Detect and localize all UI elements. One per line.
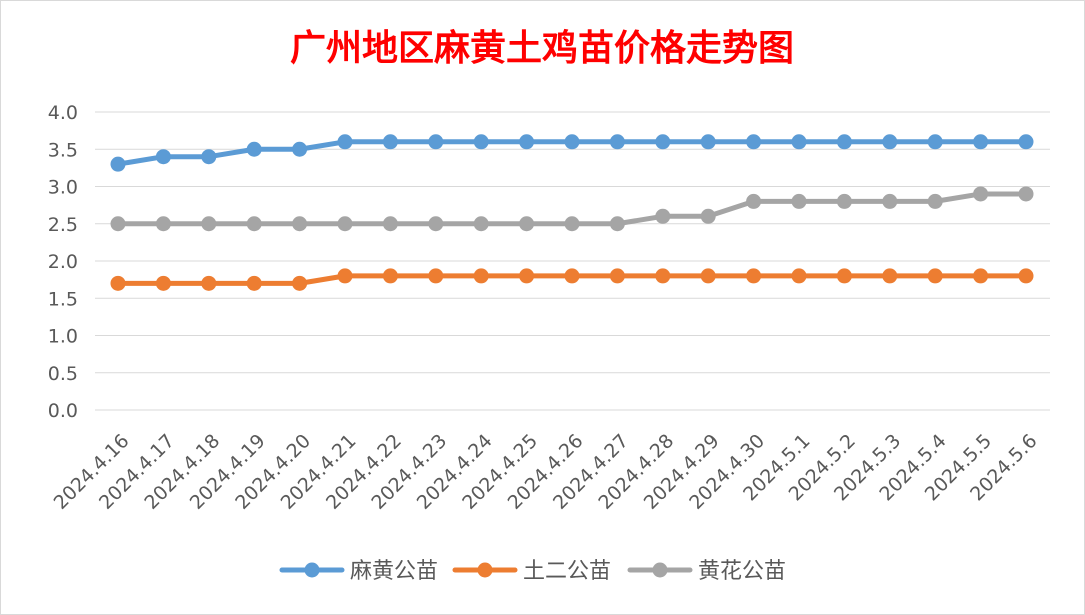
data-point [700,268,716,284]
data-point [564,216,580,232]
legend-marker [304,562,320,578]
data-point [110,275,126,291]
data-point [382,216,398,232]
data-point [882,134,898,150]
data-point [155,216,171,232]
grid-lines [95,111,1050,411]
data-point [564,134,580,150]
data-point [155,275,171,291]
data-point [382,134,398,150]
data-point [337,216,353,232]
data-point [746,134,762,150]
legend-marker [477,562,493,578]
data-point [110,156,126,172]
series-group [110,134,1034,291]
data-point [428,216,444,232]
data-point [519,134,535,150]
data-point [246,275,262,291]
data-point [836,193,852,209]
data-point [519,216,535,232]
data-point [337,134,353,150]
legend-item: 麻黄公苗 [279,559,438,584]
data-point [201,216,217,232]
data-point [609,268,625,284]
data-point [973,186,989,202]
data-point [337,268,353,284]
legend-label: 黄花公苗 [698,559,786,584]
legend-label: 土二公苗 [523,559,611,584]
data-point [292,216,308,232]
legend-marker [652,562,668,578]
y-tick-label: 2.0 [48,251,78,273]
data-point [1018,186,1034,202]
data-point [973,134,989,150]
data-point [428,268,444,284]
data-point [836,134,852,150]
data-point [882,193,898,209]
data-point [428,134,444,150]
data-point [927,268,943,284]
data-point [700,208,716,224]
y-axis-ticks: 0.0 0.5 1.0 1.5 2.0 2.5 3.0 3.5 4.0 [48,102,78,422]
data-point [791,268,807,284]
series-1 [110,134,1034,172]
series-2 [110,268,1034,291]
y-tick-label: 0.0 [48,400,78,422]
data-point [110,216,126,232]
data-point [246,216,262,232]
data-point [473,216,489,232]
data-point [927,134,943,150]
data-point [292,141,308,157]
y-tick-label: 3.5 [48,139,78,161]
data-point [564,268,580,284]
data-point [927,193,943,209]
data-point [473,134,489,150]
legend-item: 黄花公苗 [627,559,786,584]
data-point [246,141,262,157]
legend-item: 土二公苗 [452,559,611,584]
series-3 [110,186,1034,232]
y-tick-label: 2.5 [48,214,78,236]
data-point [519,268,535,284]
data-point [1018,134,1034,150]
data-point [155,149,171,165]
data-point [746,268,762,284]
data-point [836,268,852,284]
data-point [746,193,762,209]
data-point [655,268,671,284]
data-point [655,208,671,224]
data-point [791,134,807,150]
y-tick-label: 4.0 [48,102,78,124]
data-point [201,149,217,165]
data-point [1018,268,1034,284]
data-point [292,275,308,291]
y-tick-label: 1.5 [48,288,78,310]
y-tick-label: 1.0 [48,326,78,348]
legend: 麻黄公苗 土二公苗 黄花公苗 [279,559,786,584]
data-point [473,268,489,284]
y-tick-label: 0.5 [48,363,78,385]
data-point [973,268,989,284]
data-point [655,134,671,150]
data-point [882,268,898,284]
legend-label: 麻黄公苗 [350,559,438,584]
y-tick-label: 3.0 [48,177,78,199]
data-point [609,134,625,150]
chart-title: 广州地区麻黄土鸡苗价格走势图 [290,27,794,69]
data-point [700,134,716,150]
data-point [382,268,398,284]
data-point [609,216,625,232]
data-point [791,193,807,209]
data-point [201,275,217,291]
x-axis-ticks: 2024.4.162024.4.172024.4.182024.4.192024… [50,430,1042,514]
